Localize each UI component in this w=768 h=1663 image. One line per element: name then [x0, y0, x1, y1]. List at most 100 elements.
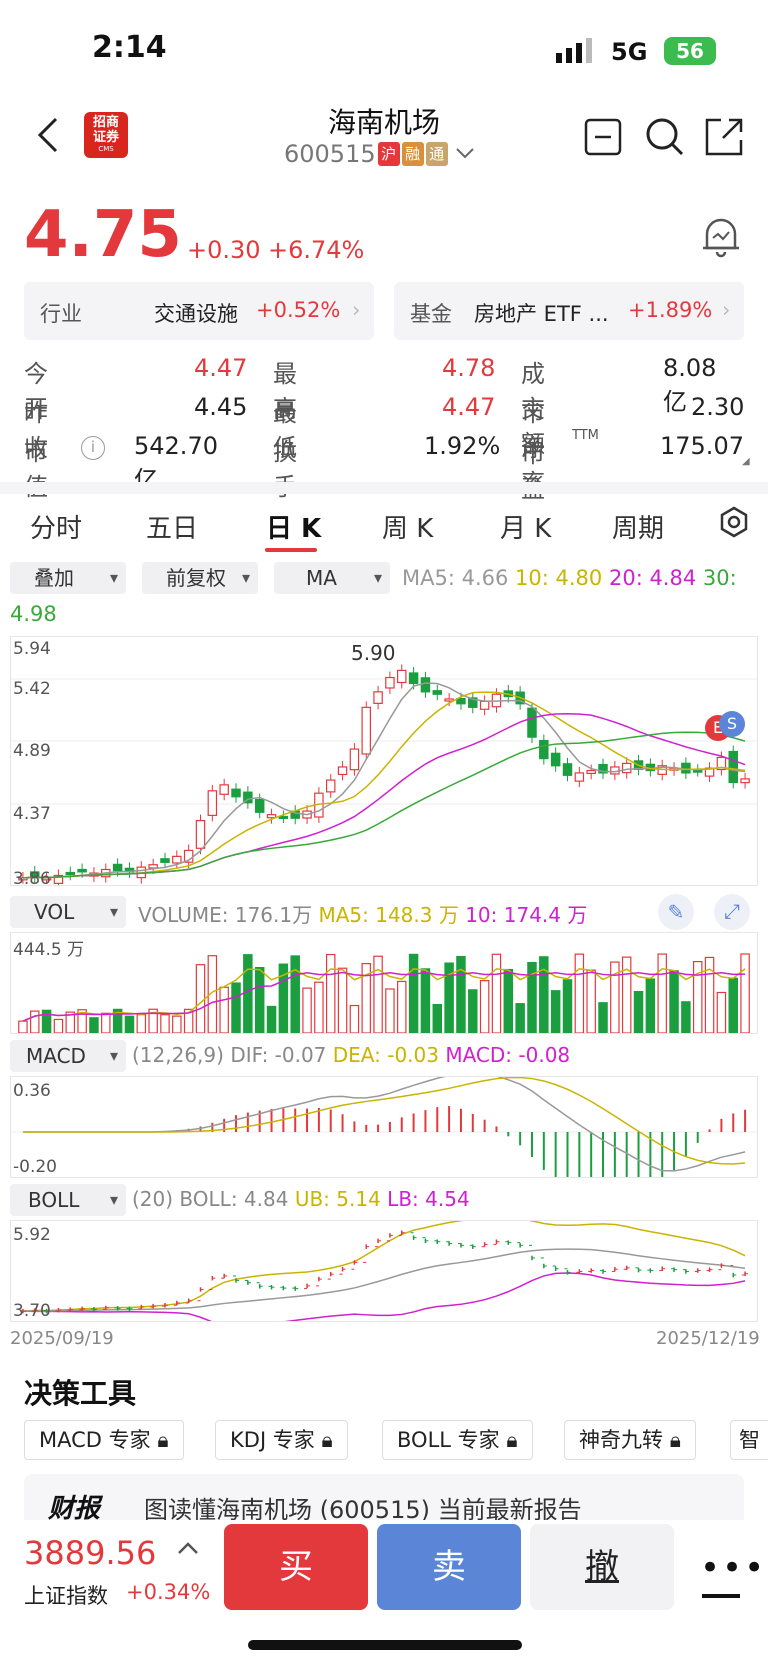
volume-bar	[539, 956, 549, 1034]
volume-bar	[30, 1010, 40, 1034]
macd-y-bottom: -0.20	[13, 1157, 57, 1177]
volume-bar	[515, 1003, 525, 1034]
macd-select[interactable]: MACD	[10, 1040, 126, 1072]
kline-candle	[692, 769, 703, 773]
tool-kdj[interactable]: KDJ 专家 🔒︎	[215, 1420, 348, 1460]
minus-square-icon[interactable]	[584, 118, 622, 156]
tag-hu: 沪	[377, 142, 400, 166]
fund-card[interactable]: 基金 房地产 ETF ... +1.89% ›	[394, 282, 744, 340]
alert-bell-icon[interactable]	[700, 216, 742, 260]
tab-intraday[interactable]: 分时	[30, 514, 83, 544]
vol-panel[interactable]: 444.5 万	[10, 932, 758, 1034]
share-icon[interactable]	[703, 116, 745, 158]
overlay-select[interactable]: 叠加	[10, 562, 126, 594]
boll-panel[interactable]: 5.92 3.70	[10, 1216, 758, 1326]
volume-bar	[479, 980, 490, 1034]
volume-bar	[254, 967, 265, 1034]
stock-code-row[interactable]: 600515 沪融通	[284, 140, 475, 168]
kline-candle	[172, 855, 182, 864]
settings-icon[interactable]	[718, 506, 750, 538]
volume-bar	[645, 978, 656, 1034]
pe-ttm-sup: TTM	[572, 428, 599, 443]
stock-name: 海南机场	[327, 106, 440, 139]
vol-select[interactable]: VOL	[10, 896, 126, 928]
volume-bar	[89, 1017, 99, 1034]
macd-panel[interactable]: 0.36 -0.20	[10, 1073, 758, 1196]
low-value: 4.47	[442, 393, 496, 421]
volume-bar	[302, 987, 312, 1034]
macd-params: (12,26,9)	[132, 1043, 224, 1067]
network-label: 5G	[611, 38, 648, 66]
kline-candle	[444, 698, 454, 702]
tab-five-day[interactable]: 五日	[146, 514, 199, 544]
volume-bar	[491, 953, 502, 1034]
date-end: 2025/12/19	[656, 1328, 760, 1349]
tool-more[interactable]: 智	[730, 1420, 768, 1460]
industry-card[interactable]: 行业 交通设施 +0.52% ›	[24, 282, 374, 340]
chevron-up-icon[interactable]	[176, 1540, 200, 1556]
kline-candle	[479, 700, 490, 710]
volume-bar	[101, 1012, 111, 1034]
sell-button[interactable]: 卖	[377, 1524, 521, 1610]
volume-bar	[598, 1002, 608, 1034]
open-label: 今开	[24, 360, 48, 423]
buy-button[interactable]: 买	[224, 1524, 368, 1610]
volume-bar	[18, 1020, 28, 1034]
tab-period[interactable]: 周期	[612, 514, 665, 544]
kline-candle	[325, 779, 336, 793]
current-price: 4.75	[24, 198, 182, 272]
tool-boll[interactable]: BOLL 专家 🔒︎	[382, 1420, 533, 1460]
indicator-select[interactable]: MA	[274, 562, 390, 594]
cancel-button[interactable]: 撤	[530, 1524, 674, 1610]
kline-candle	[621, 762, 632, 774]
tab-daily-k[interactable]: 日 K	[266, 514, 322, 544]
more-icon[interactable]: •••	[700, 1548, 767, 1588]
kline-candle	[539, 739, 549, 760]
tag-rong: 融	[401, 142, 424, 166]
back-icon[interactable]	[34, 115, 60, 155]
kline-candle	[18, 877, 28, 881]
kline-candle	[728, 750, 738, 784]
index-pct: +0.34%	[126, 1580, 211, 1604]
tab-weekly-k[interactable]: 周 K	[382, 514, 434, 544]
kline-candle	[160, 858, 170, 863]
fullscreen-icon[interactable]: ⤢	[714, 894, 750, 930]
tool-macd[interactable]: MACD 专家 🔒︎	[24, 1420, 184, 1460]
ma10-legend: 10: 4.80	[515, 566, 603, 590]
volume-bar	[586, 969, 596, 1034]
kline-candle	[361, 706, 371, 755]
boll-ub-line	[22, 1216, 746, 1312]
index-value[interactable]: 3889.56	[24, 1534, 157, 1572]
signal-icon	[556, 38, 592, 63]
volume-bar	[136, 1014, 147, 1034]
volume-bar	[468, 989, 478, 1034]
kline-candle	[219, 784, 229, 795]
volume-bar	[562, 979, 573, 1034]
kline-y-3: 4.89	[13, 741, 51, 761]
prev-close-value: 4.45	[194, 393, 248, 421]
adjust-select[interactable]: 前复权	[142, 562, 258, 594]
turnover-value: 1.92%	[424, 432, 501, 460]
index-name: 上证指数	[24, 1584, 108, 1608]
dif-line	[22, 1073, 746, 1172]
volume-bar	[633, 991, 644, 1034]
info-icon[interactable]: i	[81, 436, 105, 460]
expand-corner-icon[interactable]: ◢	[742, 456, 750, 467]
tab-monthly-k[interactable]: 月 K	[500, 514, 552, 544]
kline-candle	[397, 669, 407, 684]
edit-icon[interactable]: ✎	[658, 894, 694, 930]
status-bar: 2:14 5G 56	[0, 0, 768, 90]
volume-bar	[408, 953, 419, 1034]
ma10-line	[22, 691, 746, 879]
volume-bar	[266, 1005, 277, 1034]
tool-nine[interactable]: 神奇九转 🔒︎	[564, 1420, 696, 1460]
boll-select[interactable]: BOLL	[10, 1184, 126, 1216]
dea-line	[22, 1076, 746, 1165]
open-value: 4.47	[194, 354, 248, 382]
volume-bar	[325, 953, 336, 1034]
kline-panel[interactable]: 5.94 5.42 4.89 4.37 3.86 5.90 E S	[10, 636, 758, 890]
volume-bar	[550, 990, 561, 1034]
volume-bar	[231, 982, 241, 1034]
search-icon[interactable]	[644, 116, 686, 158]
event-badge-s[interactable]: S	[719, 711, 745, 737]
